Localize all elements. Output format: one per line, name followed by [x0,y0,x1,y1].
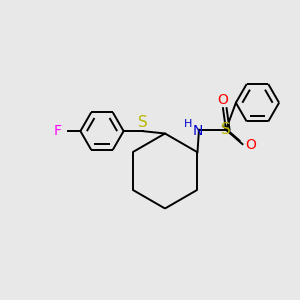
Text: O: O [218,93,228,107]
Text: O: O [245,138,256,152]
Text: H: H [184,119,193,129]
Text: S: S [221,122,231,137]
Text: N: N [193,124,203,138]
Text: F: F [53,124,61,138]
Text: S: S [138,115,147,130]
